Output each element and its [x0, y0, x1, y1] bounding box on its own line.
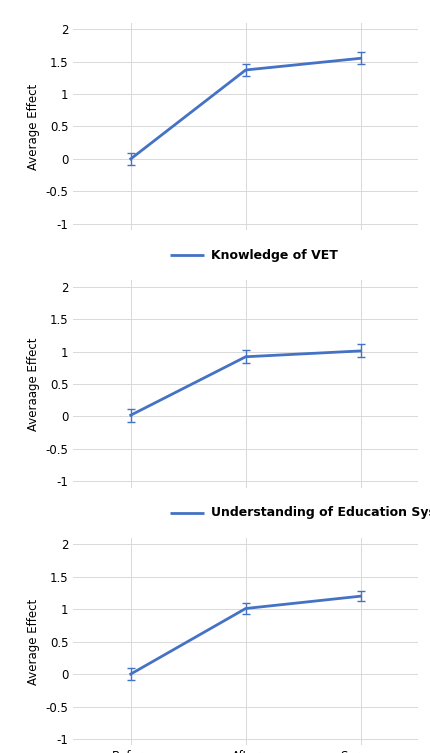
Y-axis label: Average Effect: Average Effect [27, 599, 40, 684]
Text: Understanding of Education System: Understanding of Education System [211, 506, 430, 520]
Y-axis label: Averaage Effect: Averaage Effect [27, 337, 40, 431]
Text: Knowledge of VET: Knowledge of VET [211, 248, 337, 262]
Y-axis label: Average Effect: Average Effect [27, 84, 40, 169]
